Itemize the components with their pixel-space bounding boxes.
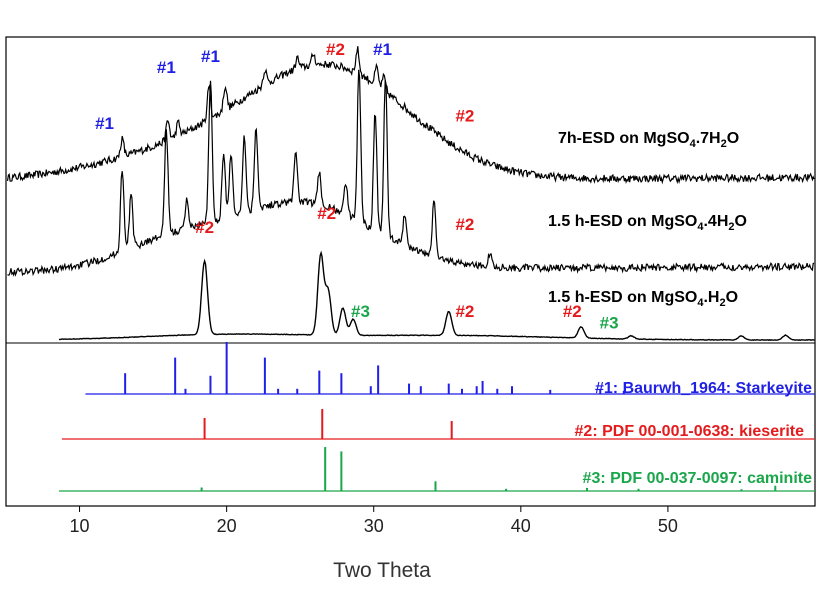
reference-label-3: #3: PDF 00-037-0097: caminite [583,470,813,487]
subscript: 2 [728,221,734,233]
peak-annotation: #3 [351,302,370,321]
x-tick-label: 20 [217,516,237,536]
subscript: 2 [721,138,727,150]
x-axis: 10 20 30 40 50 [70,506,678,536]
peak-annotations: #1 #1 #1 #2 #1 #2 #2 #2 #3 #2 #2 #2 #3 [95,40,618,332]
label-part: 1.5 h-ESD on MgSO [548,213,697,230]
label-part: O [726,289,738,306]
peak-annotation: #3 [600,313,619,332]
label-part: .7H [696,130,721,147]
measured-trace-2 [7,69,815,277]
peak-annotation: #2 [326,40,345,59]
subscript: 4 [697,221,704,233]
label-part: .4H [703,213,728,230]
peak-annotation: #1 [157,58,176,77]
measured-trace-3 [58,250,815,341]
x-tick-label: 30 [364,516,384,536]
x-axis-label: Two Theta [333,559,431,582]
x-tick-label: 40 [511,516,531,536]
peak-annotation: #2 [563,302,582,321]
peak-annotation: #2 [455,302,474,321]
peak-annotation: #2 [455,215,474,234]
subscript: 4 [697,297,704,309]
label-part: 1.5 h-ESD on MgSO [548,289,697,306]
measured-trace-label-1: 7h-ESD on MgSO4.7H2O [558,130,739,150]
peak-annotation: #2 [455,107,474,126]
measured-trace-label-3: 1.5 h-ESD on MgSO4.H2O [548,289,738,309]
measured-trace-1 [6,46,815,185]
reference-label-2: #2: PDF 00-001-0638: kieserite [575,423,805,440]
label-part: O [727,130,739,147]
x-tick-label: 10 [70,516,90,536]
subscript: 2 [719,297,725,309]
plot-frame [5,36,816,507]
subscript: 4 [690,138,697,150]
peak-annotation: #2 [317,204,336,223]
peak-annotation: #2 [195,218,214,237]
reference-label-1: #1: Baurwh_1964: Starkeyite [595,380,812,397]
peak-annotation: #1 [95,114,114,133]
label-part: O [735,213,747,230]
peak-annotation: #1 [201,47,220,66]
x-tick-label: 50 [658,516,678,536]
label-part: 7h-ESD on MgSO [558,130,690,147]
measured-trace-label-2: 1.5 h-ESD on MgSO4.4H2O [548,213,747,233]
label-part: .H [703,289,719,306]
reference-patterns: #1: Baurwh_1964: Starkeyite #2: PDF 00-00… [58,342,815,492]
peak-annotation: #1 [373,40,392,59]
